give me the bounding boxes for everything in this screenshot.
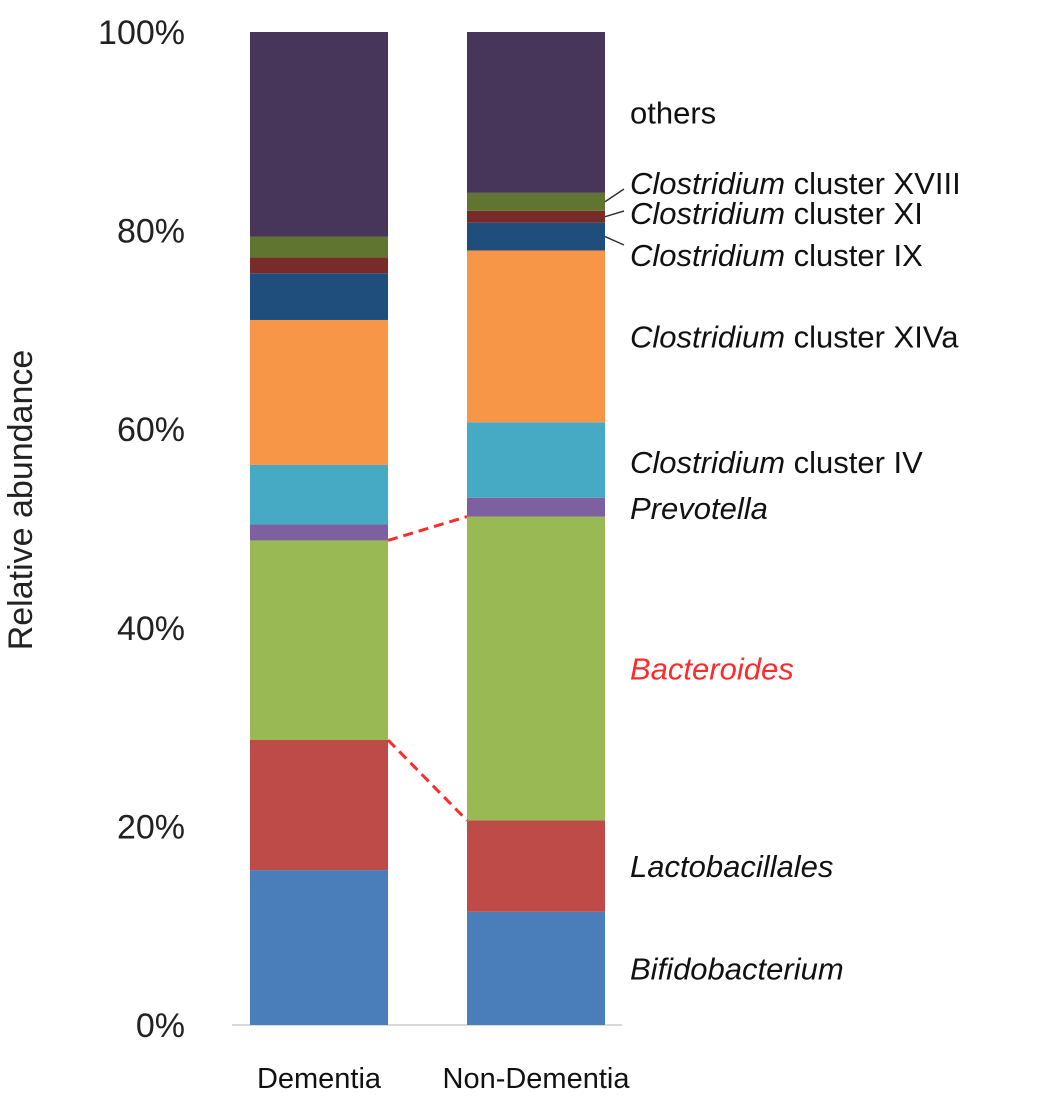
bacteroides-connector-line [386, 738, 469, 822]
bar-segment-clostridium-cluster-xi [467, 210, 605, 223]
bar-segment-bifidobacterium [467, 911, 605, 1025]
x-tick-label: Dementia [257, 1063, 382, 1095]
bar-segment-prevotella [467, 497, 605, 517]
bacteroides-connector-line [387, 515, 468, 542]
bar-segment-others [467, 32, 605, 193]
leader-line [604, 235, 625, 246]
bar-segment-clostridium-cluster-iv [250, 464, 388, 525]
bar-segment-clostridium-cluster-ix [467, 222, 605, 251]
legend-label-clostridium-cluster-xviii: Clostridium cluster XVIII [630, 166, 961, 201]
legend-label-clostridium-cluster-xiva: Clostridium cluster XIVa [630, 319, 959, 354]
bar-segment-clostridium-cluster-iv [467, 422, 605, 498]
y-tick-label: 0% [136, 1007, 185, 1045]
legend-label-bacteroides: Bacteroides [630, 652, 794, 687]
y-tick-label: 100% [98, 14, 185, 52]
bar-segment-bacteroides [467, 516, 605, 821]
leader-line [604, 210, 625, 218]
leader-line [604, 188, 625, 203]
bar-segment-others [250, 32, 388, 237]
legend-label-clostridium-cluster-xi: Clostridium cluster XI [630, 196, 923, 231]
bar-segment-lactobacillales [467, 820, 605, 912]
bar-segment-bifidobacterium [250, 870, 388, 1025]
y-axis-label: Relative abundance [2, 350, 40, 651]
legend-label-others: others [630, 95, 716, 130]
y-tick-label: 40% [117, 610, 185, 648]
legend-label-clostridium-cluster-ix: Clostridium cluster IX [630, 238, 923, 273]
x-tick-label: Non-Dementia [443, 1063, 631, 1095]
y-tick-label: 20% [117, 808, 185, 846]
bar-segment-clostridium-cluster-xviii [467, 192, 605, 211]
y-tick-label: 80% [117, 213, 185, 251]
bar-segment-clostridium-cluster-xiva [467, 250, 605, 423]
legend-label-clostridium-cluster-iv: Clostridium cluster IV [630, 445, 923, 480]
bar-segment-clostridium-cluster-xiva [250, 319, 388, 465]
legend-label-bifidobacterium: Bifidobacterium [630, 951, 844, 986]
legend-label-prevotella: Prevotella [630, 491, 768, 526]
bar-segment-clostridium-cluster-xi [250, 257, 388, 274]
bar-segment-bacteroides [250, 540, 388, 741]
y-tick-label: 60% [117, 411, 185, 449]
bar-segment-prevotella [250, 524, 388, 541]
bar-segment-lactobacillales [250, 740, 388, 871]
legend-label-lactobacillales: Lactobacillales [630, 849, 833, 884]
bar-segment-clostridium-cluster-ix [250, 273, 388, 320]
bar-segment-clostridium-cluster-xviii [250, 236, 388, 258]
